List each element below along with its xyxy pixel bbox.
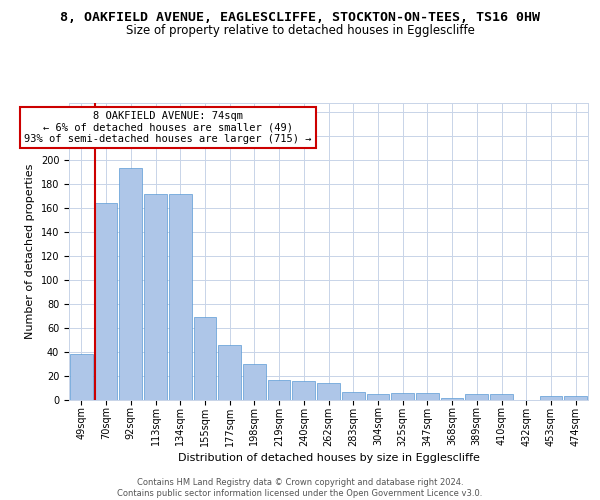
Bar <box>391 393 414 400</box>
Y-axis label: Number of detached properties: Number of detached properties <box>25 164 35 339</box>
Bar <box>416 393 439 400</box>
Bar <box>292 381 315 400</box>
Text: 8 OAKFIELD AVENUE: 74sqm
← 6% of detached houses are smaller (49)
93% of semi-de: 8 OAKFIELD AVENUE: 74sqm ← 6% of detache… <box>24 111 311 144</box>
Text: Size of property relative to detached houses in Egglescliffe: Size of property relative to detached ho… <box>125 24 475 37</box>
Bar <box>218 345 241 400</box>
Bar <box>490 394 513 400</box>
Bar <box>243 364 266 400</box>
Text: 8, OAKFIELD AVENUE, EAGLESCLIFFE, STOCKTON-ON-TEES, TS16 0HW: 8, OAKFIELD AVENUE, EAGLESCLIFFE, STOCKT… <box>60 11 540 24</box>
Bar <box>539 396 562 400</box>
Bar <box>466 394 488 400</box>
Bar <box>95 204 118 400</box>
Bar <box>169 194 191 400</box>
Bar <box>317 383 340 400</box>
X-axis label: Distribution of detached houses by size in Egglescliffe: Distribution of detached houses by size … <box>178 452 479 462</box>
Text: Contains HM Land Registry data © Crown copyright and database right 2024.
Contai: Contains HM Land Registry data © Crown c… <box>118 478 482 498</box>
Bar <box>441 398 463 400</box>
Bar <box>119 168 142 400</box>
Bar <box>144 194 167 400</box>
Bar <box>564 396 587 400</box>
Bar <box>70 354 93 400</box>
Bar <box>367 394 389 400</box>
Bar <box>268 380 290 400</box>
Bar <box>342 392 365 400</box>
Bar <box>194 317 216 400</box>
